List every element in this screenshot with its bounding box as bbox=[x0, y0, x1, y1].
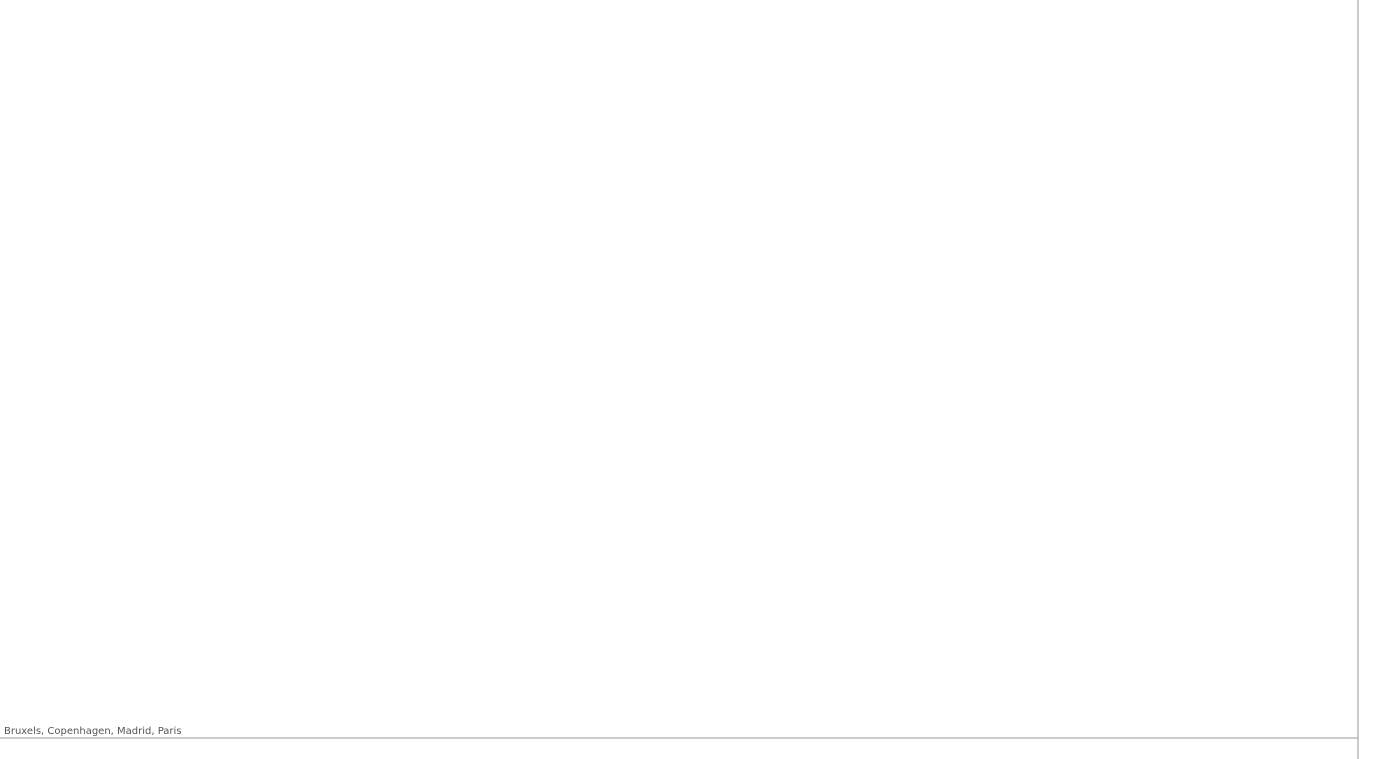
axes bbox=[0, 0, 1359, 759]
markets-note: Bruxels, Copenhagen, Madrid, Paris bbox=[4, 726, 182, 737]
